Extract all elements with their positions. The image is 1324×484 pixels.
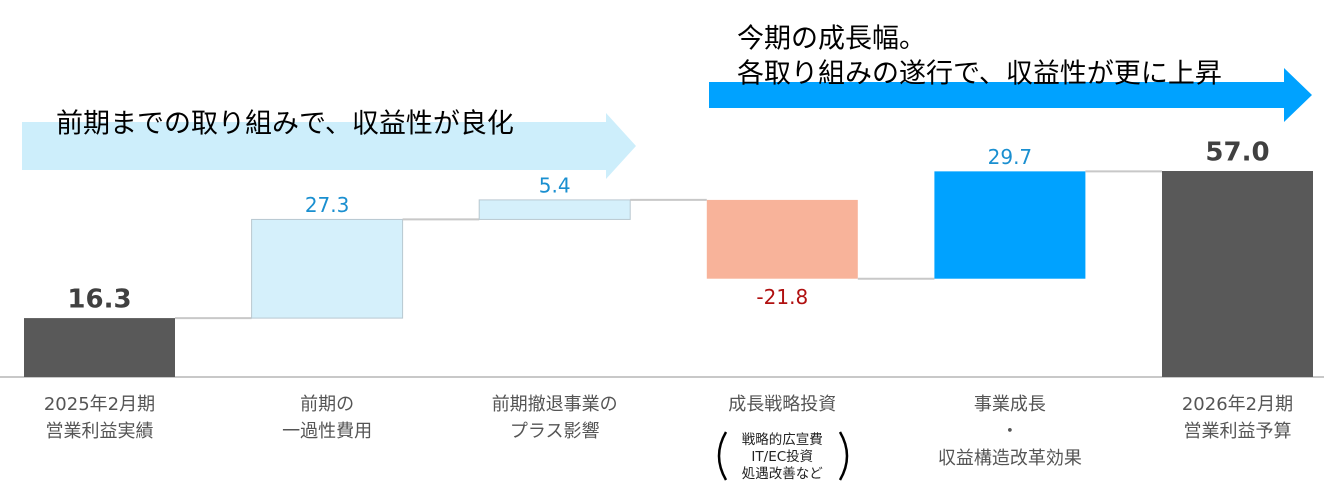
category-note: 戦略的広宣費	[742, 432, 823, 448]
value-label: -21.8	[756, 285, 808, 309]
category-note: IT/EC投資	[751, 449, 813, 465]
x-tick-label: 前期の	[300, 394, 354, 415]
annotation-text: 前期までの取り組みで、収益性が良化	[56, 109, 514, 140]
bar	[1162, 171, 1313, 377]
annotation-arrow	[709, 68, 1312, 122]
value-label: 5.4	[539, 173, 571, 197]
annotation-text: 今期の成長幅。	[737, 24, 926, 55]
x-tick-label: プラス影響	[510, 421, 600, 442]
x-tick-label: 2026年2月期	[1182, 394, 1293, 415]
x-tick-label: 営業利益実績	[46, 421, 154, 442]
x-tick-label: 収益構造改革効果	[938, 448, 1082, 469]
bar	[478, 199, 631, 220]
x-tick-label: 成長戦略投資	[728, 394, 836, 415]
bar	[251, 218, 404, 319]
category-note: 処遇改善など	[742, 466, 823, 482]
x-tick-label: 一過性費用	[282, 421, 372, 442]
bar	[934, 171, 1086, 279]
x-tick-label: 前期撤退事業の	[492, 394, 618, 415]
x-tick-label: ・	[1001, 421, 1019, 442]
x-tick-label: 事業成長	[974, 394, 1046, 415]
note-bracket	[717, 431, 728, 481]
annotation-arrow	[22, 113, 636, 179]
value-label: 27.3	[305, 193, 350, 217]
note-bracket	[838, 431, 849, 481]
x-tick-label: 2025年2月期	[44, 394, 155, 415]
value-label: 16.3	[67, 285, 131, 315]
bar	[24, 318, 175, 377]
x-tick-label: 営業利益予算	[1184, 421, 1292, 442]
value-label: 29.7	[988, 145, 1033, 169]
value-label: 57.0	[1205, 138, 1269, 168]
bar	[706, 199, 858, 279]
annotation-text: 各取り組みの遂行で、収益性が更に上昇	[737, 59, 1222, 90]
